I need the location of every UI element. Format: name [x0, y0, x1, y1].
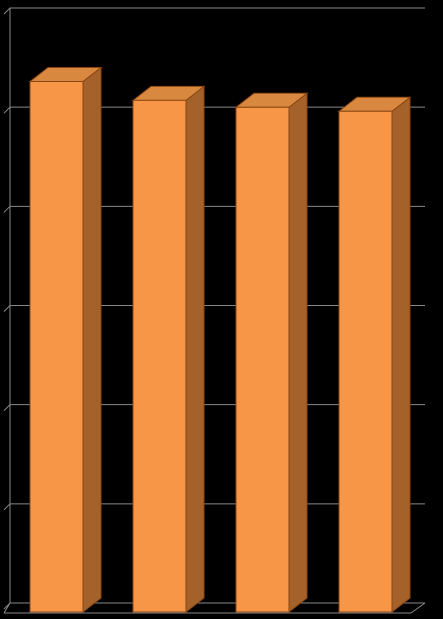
bar-side — [288, 92, 308, 614]
bar-side — [391, 96, 411, 614]
bar — [132, 99, 187, 613]
bar — [29, 81, 84, 613]
bar — [338, 110, 393, 613]
bar — [235, 106, 290, 613]
bar-side — [82, 66, 102, 614]
grid-line — [3, 7, 425, 15]
bar-side — [185, 85, 205, 614]
floor-right — [410, 602, 426, 614]
